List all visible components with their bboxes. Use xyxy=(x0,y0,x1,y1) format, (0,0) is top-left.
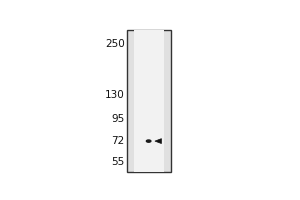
Text: 55: 55 xyxy=(111,157,125,167)
Text: 95: 95 xyxy=(111,114,125,124)
Text: 130: 130 xyxy=(105,90,125,100)
Polygon shape xyxy=(155,139,161,144)
Text: 250: 250 xyxy=(105,39,125,49)
Text: 72: 72 xyxy=(111,136,125,146)
Ellipse shape xyxy=(146,140,151,142)
FancyBboxPatch shape xyxy=(127,30,171,172)
FancyBboxPatch shape xyxy=(134,30,164,172)
